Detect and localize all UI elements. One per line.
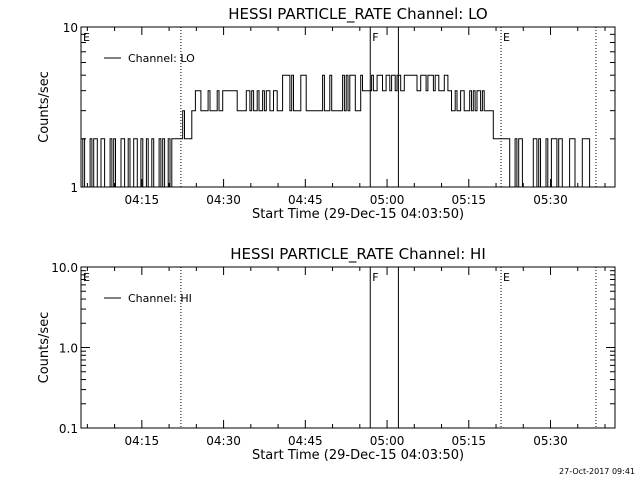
series-line-lo bbox=[81, 74, 592, 188]
plot-timestamp: 27-Oct-2017 09:41 bbox=[559, 467, 635, 476]
y-tick-label: 1 bbox=[70, 181, 78, 195]
chart-title: HESSI PARTICLE_RATE Channel: LO bbox=[228, 5, 487, 24]
x-tick-label: 05:15 bbox=[451, 193, 486, 207]
flag-marker-label: F bbox=[372, 271, 378, 284]
chart-panel-2: HESSI PARTICLE_RATE Channel: HI 04:15 04:3… bbox=[37, 245, 616, 463]
x-tick-label: 04:45 bbox=[288, 193, 323, 207]
x-tick-label: 04:45 bbox=[288, 434, 323, 448]
x-tick-label: 05:30 bbox=[533, 193, 568, 207]
x-tick-label: 05:30 bbox=[533, 434, 568, 448]
flag-marker-label: E bbox=[503, 271, 510, 284]
flag-marker-label: E bbox=[503, 31, 510, 44]
x-axis-label: Start Time (29-Dec-15 04:03:50) bbox=[252, 448, 464, 463]
y-tick-label: 0.1 bbox=[59, 422, 78, 436]
x-tick-label: 05:00 bbox=[370, 193, 405, 207]
flag-marker-label: E bbox=[83, 31, 90, 44]
y-axis-label: Counts/sec bbox=[37, 312, 52, 384]
legend-label: Channel: LO bbox=[128, 52, 195, 65]
legend-label: Channel: HI bbox=[128, 292, 192, 305]
x-tick-label: 04:15 bbox=[125, 193, 160, 207]
x-tick-label: 04:30 bbox=[206, 434, 241, 448]
y-axis-label: Counts/sec bbox=[37, 71, 52, 143]
chart-title: HESSI PARTICLE_RATE Channel: HI bbox=[230, 245, 486, 264]
x-tick-label: 05:00 bbox=[370, 434, 405, 448]
x-tick-label: 04:30 bbox=[206, 193, 241, 207]
flag-marker-label: F bbox=[372, 31, 378, 44]
x-axis-label: Start Time (29-Dec-15 04:03:50) bbox=[252, 207, 464, 222]
plot-frame bbox=[80, 26, 616, 188]
y-tick-label: 10.0 bbox=[51, 261, 78, 275]
flag-marker-label: E bbox=[83, 271, 90, 284]
x-tick-label: 05:15 bbox=[451, 434, 486, 448]
chart-panel-1: HESSI PARTICLE_RATE Channel: LO 04:15 04:3… bbox=[37, 5, 616, 222]
y-tick-label: 1.0 bbox=[59, 342, 78, 356]
x-tick-label: 04:15 bbox=[125, 434, 160, 448]
y-tick-label: 10 bbox=[63, 21, 78, 35]
